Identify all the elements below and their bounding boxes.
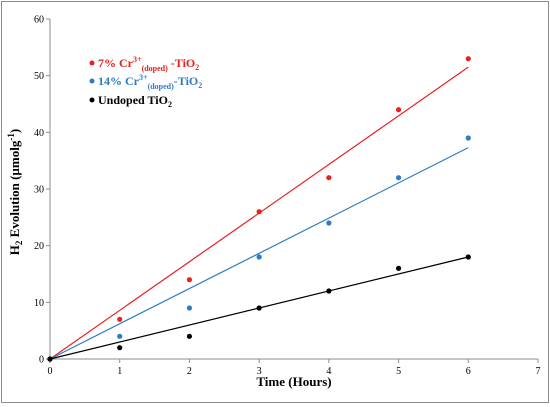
legend-item-7pct: 7% Cr3+(doped) -TiO2: [89, 55, 199, 73]
y-tick-label-30: 30: [34, 185, 44, 196]
trend-line-series-1: [49, 147, 469, 360]
y-tick-label-50: 50: [34, 71, 44, 82]
legend-label-7pct: 7% Cr3+(doped) -TiO2: [98, 55, 199, 73]
ticks: 0 1 2 3 4 5 6 7 0 10 20 30 40 50 60: [34, 15, 541, 378]
y-tick-label-10: 10: [34, 298, 44, 309]
y-axis-title-sup: -1: [6, 133, 16, 141]
y-tick-label-0: 0: [39, 355, 44, 366]
x-tick-label-7: 7: [536, 366, 541, 377]
data-points: [47, 56, 471, 362]
data-point-series-1-3: [256, 254, 262, 260]
x-axis-title: Time (Hours): [256, 374, 331, 389]
data-point-series-2-1: [117, 345, 123, 351]
data-point-series-0-4: [326, 175, 332, 181]
data-point-series-1-6: [465, 135, 471, 141]
data-point-series-0-5: [395, 107, 402, 113]
legend-marker-14pct: [89, 78, 95, 84]
x-tick-label-0: 0: [48, 366, 53, 377]
data-point-series-2-4: [326, 288, 332, 294]
legend-marker-undoped: [89, 97, 95, 103]
x-tick-label-4: 4: [326, 366, 331, 377]
legend: 7% Cr3+(doped) -TiO2 14% Cr3+(doped)-TiO…: [89, 55, 202, 109]
data-point-series-1-2: [186, 305, 193, 311]
x-tick-label-2: 2: [187, 366, 192, 377]
legend-marker-7pct: [89, 60, 95, 66]
y-tick-label-20: 20: [34, 241, 44, 252]
data-point-series-2-6: [465, 254, 471, 260]
data-point-series-1-5: [395, 175, 402, 181]
data-point-series-2-2: [186, 333, 193, 339]
data-point-series-1-4: [326, 220, 332, 226]
data-point-series-2-3: [256, 305, 262, 311]
legend-item-undoped: Undoped TiO2: [89, 93, 172, 109]
x-tick-label-1: 1: [117, 366, 122, 377]
legend-label-14pct: 14% Cr3+(doped)-TiO2: [98, 73, 202, 91]
data-point-series-0-6: [465, 56, 471, 62]
x-tick-label-6: 6: [466, 366, 471, 377]
y-tick-label-60: 60: [34, 15, 44, 26]
legend-item-14pct: 14% Cr3+(doped)-TiO2: [89, 73, 202, 91]
data-point-series-1-1: [117, 333, 123, 339]
y-axis-title-h: H: [7, 245, 22, 255]
data-point-series-2-5: [395, 265, 402, 271]
legend-label-undoped: Undoped TiO2: [98, 93, 172, 109]
y-axis-title-sub: 2: [14, 240, 24, 245]
y-axis-title: H2 Evolution (µmolg-1): [6, 129, 24, 255]
data-point-series-2-0: [47, 356, 53, 362]
data-point-series-0-1: [117, 316, 123, 322]
x-tick-label-3: 3: [257, 366, 262, 377]
y-axis-title-end: ): [7, 129, 22, 133]
data-point-series-0-3: [256, 209, 262, 215]
data-point-series-0-2: [186, 277, 193, 283]
x-tick-label-5: 5: [396, 366, 401, 377]
y-tick-label-40: 40: [34, 128, 44, 139]
y-axis-title-main: Evolution (µmolg: [7, 140, 22, 240]
